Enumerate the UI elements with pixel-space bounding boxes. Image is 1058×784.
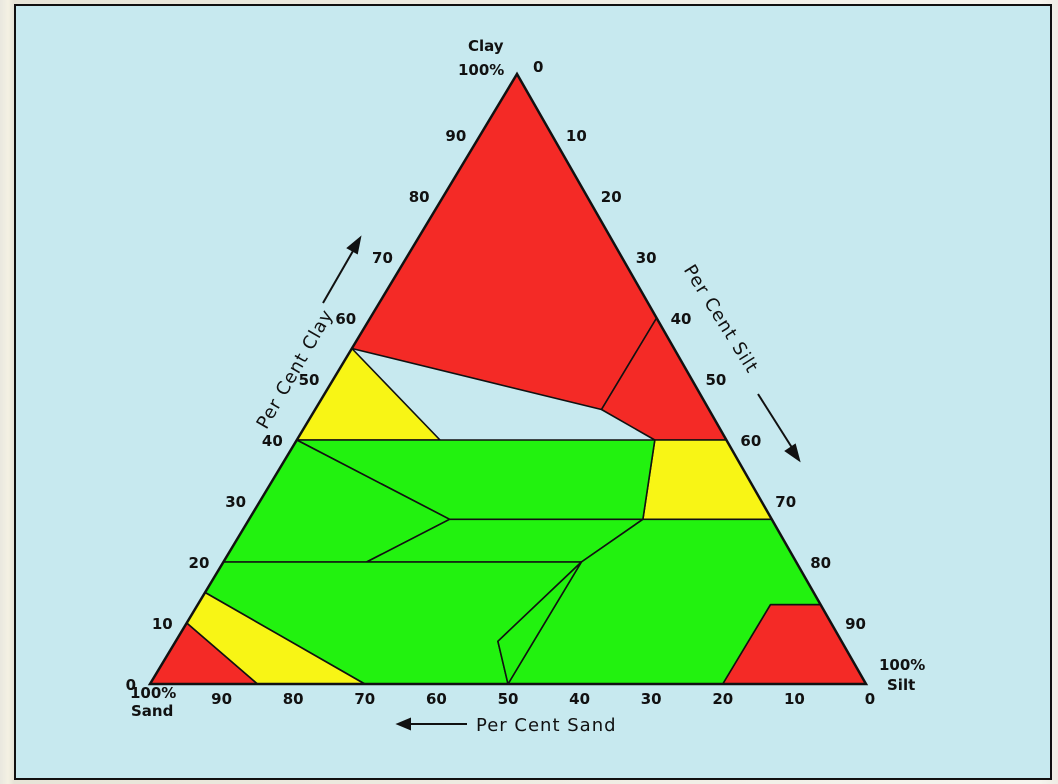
tick-labels-sand: 90 80 70 60 50 40 30 20 10 0 bbox=[211, 690, 875, 708]
tick-label: 60 bbox=[426, 690, 447, 708]
tick-label: 0 bbox=[865, 690, 875, 708]
texture-region-red bbox=[351, 73, 658, 411]
texture-region-green bbox=[497, 561, 583, 685]
tick-label: 70 bbox=[372, 249, 393, 267]
tick-label: 10 bbox=[566, 127, 587, 145]
arrow-clay-axis bbox=[322, 235, 362, 304]
texture-regions bbox=[149, 73, 867, 685]
tick-label: 0 bbox=[126, 676, 136, 694]
tick-labels-clay: 0 10 20 30 40 50 60 70 80 90 bbox=[126, 127, 467, 694]
corner-silt-name: Silt bbox=[887, 676, 915, 694]
tick-label: 90 bbox=[445, 127, 466, 145]
corner-clay-pct: 100% bbox=[458, 61, 504, 79]
tick-label: 60 bbox=[335, 310, 356, 328]
tick-label: 50 bbox=[299, 371, 320, 389]
tick-label: 40 bbox=[569, 690, 590, 708]
triangle-outline bbox=[147, 71, 869, 686]
tick-labels-silt: 0 10 20 30 40 50 60 70 80 90 bbox=[533, 58, 866, 633]
tick-label: 80 bbox=[283, 690, 304, 708]
axis-title-sand: Per Cent Sand bbox=[476, 715, 617, 736]
arrow-sand-axis bbox=[395, 717, 467, 731]
tick-label: 30 bbox=[641, 690, 662, 708]
tick-label: 80 bbox=[810, 554, 831, 572]
tick-label: 90 bbox=[845, 615, 866, 633]
tick-label: 0 bbox=[533, 58, 543, 76]
tick-label: 30 bbox=[636, 249, 657, 267]
tick-label: 50 bbox=[498, 690, 519, 708]
tick-label: 40 bbox=[671, 310, 692, 328]
texture-region-yellow bbox=[642, 439, 773, 521]
tick-label: 60 bbox=[740, 432, 761, 450]
tick-label: 50 bbox=[706, 371, 727, 389]
tick-label: 10 bbox=[152, 615, 173, 633]
tick-label: 90 bbox=[211, 690, 232, 708]
corner-clay-name: Clay bbox=[468, 37, 504, 55]
tick-label: 30 bbox=[225, 493, 246, 511]
tick-label: 20 bbox=[189, 554, 210, 572]
tick-label: 40 bbox=[262, 432, 283, 450]
tick-label: 70 bbox=[354, 690, 375, 708]
arrow-silt-axis bbox=[757, 393, 801, 463]
corner-sand-pct: 100% bbox=[130, 684, 176, 702]
tick-label: 80 bbox=[409, 188, 430, 206]
tick-label: 10 bbox=[784, 690, 805, 708]
tick-label: 70 bbox=[775, 493, 796, 511]
tick-label: 20 bbox=[601, 188, 622, 206]
tick-label: 20 bbox=[712, 690, 733, 708]
corner-silt-pct: 100% bbox=[879, 656, 925, 674]
corner-sand-name: Sand bbox=[131, 702, 173, 720]
